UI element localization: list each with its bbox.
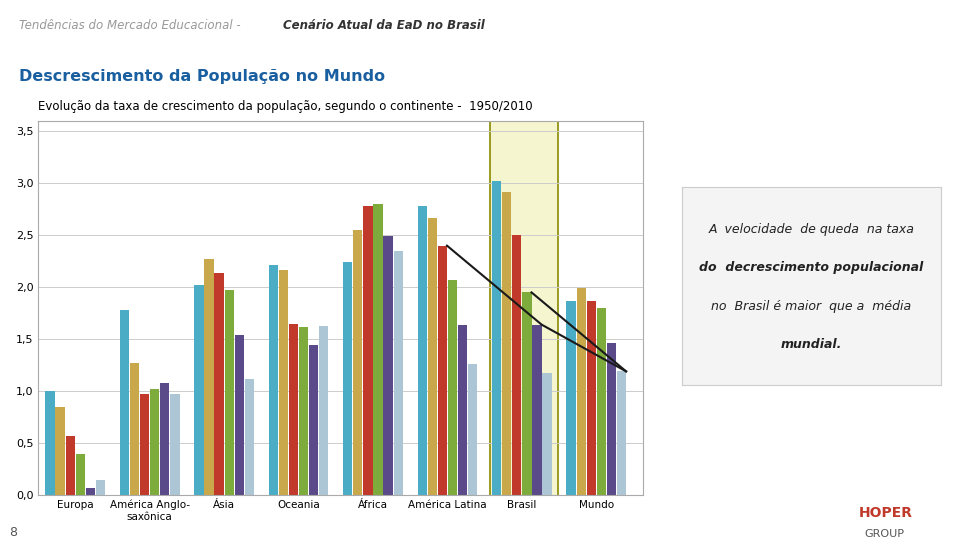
Bar	[513, 235, 521, 495]
Bar	[533, 324, 541, 495]
Bar	[76, 454, 84, 495]
Bar	[140, 394, 149, 495]
Bar	[383, 236, 393, 495]
Bar	[353, 230, 363, 495]
Bar	[170, 394, 180, 495]
Bar	[522, 293, 532, 495]
Bar	[542, 373, 552, 495]
Text: Tendências do Mercado Educacional -: Tendências do Mercado Educacional -	[19, 19, 245, 32]
FancyBboxPatch shape	[490, 121, 558, 497]
Bar	[418, 206, 427, 495]
Bar	[65, 436, 75, 495]
Bar	[438, 246, 447, 495]
Bar	[234, 335, 244, 495]
Bar	[120, 310, 129, 495]
Text: GROUP: GROUP	[864, 529, 904, 539]
Bar	[245, 378, 254, 495]
Bar	[363, 206, 372, 495]
Bar	[309, 345, 319, 495]
Bar	[587, 301, 596, 495]
Bar	[150, 389, 159, 495]
Bar	[299, 327, 308, 495]
Bar	[447, 280, 457, 495]
Text: no  Brasil é maior  que a  média: no Brasil é maior que a média	[711, 300, 911, 313]
Bar	[289, 323, 299, 495]
Text: mundial.: mundial.	[780, 338, 842, 351]
Bar	[225, 290, 234, 495]
Bar	[577, 288, 586, 495]
Bar	[85, 488, 95, 495]
Text: A  velocidade  de queda  na taxa: A velocidade de queda na taxa	[708, 223, 914, 235]
Text: Descrescimento da População no Mundo: Descrescimento da População no Mundo	[19, 69, 385, 84]
Bar	[130, 363, 139, 495]
Bar	[427, 218, 437, 495]
Bar	[204, 259, 214, 495]
Bar	[56, 406, 64, 495]
Bar	[269, 266, 278, 495]
Bar	[214, 273, 224, 495]
Bar	[566, 301, 576, 495]
Bar	[597, 308, 606, 495]
Text: Cenário Atual da EaD no Brasil: Cenário Atual da EaD no Brasil	[283, 19, 485, 32]
Bar	[96, 481, 105, 495]
Bar	[278, 270, 288, 495]
Text: do  decrescimento populacional: do decrescimento populacional	[699, 261, 924, 274]
Bar	[607, 343, 616, 495]
Bar	[617, 371, 626, 495]
Bar	[458, 324, 468, 495]
Text: Evolução da taxa de crescimento da população, segundo o continente -  1950/2010: Evolução da taxa de crescimento da popul…	[38, 100, 533, 113]
Text: HOPER: HOPER	[859, 506, 913, 520]
Text: 8: 8	[10, 526, 17, 539]
Bar	[319, 326, 328, 495]
Bar	[492, 182, 501, 495]
Bar	[194, 285, 204, 495]
Bar	[394, 251, 403, 495]
Bar	[160, 383, 169, 495]
Bar	[502, 191, 512, 495]
Bar	[45, 391, 55, 495]
Bar	[373, 204, 383, 495]
Bar	[468, 364, 477, 495]
Bar	[343, 262, 352, 495]
